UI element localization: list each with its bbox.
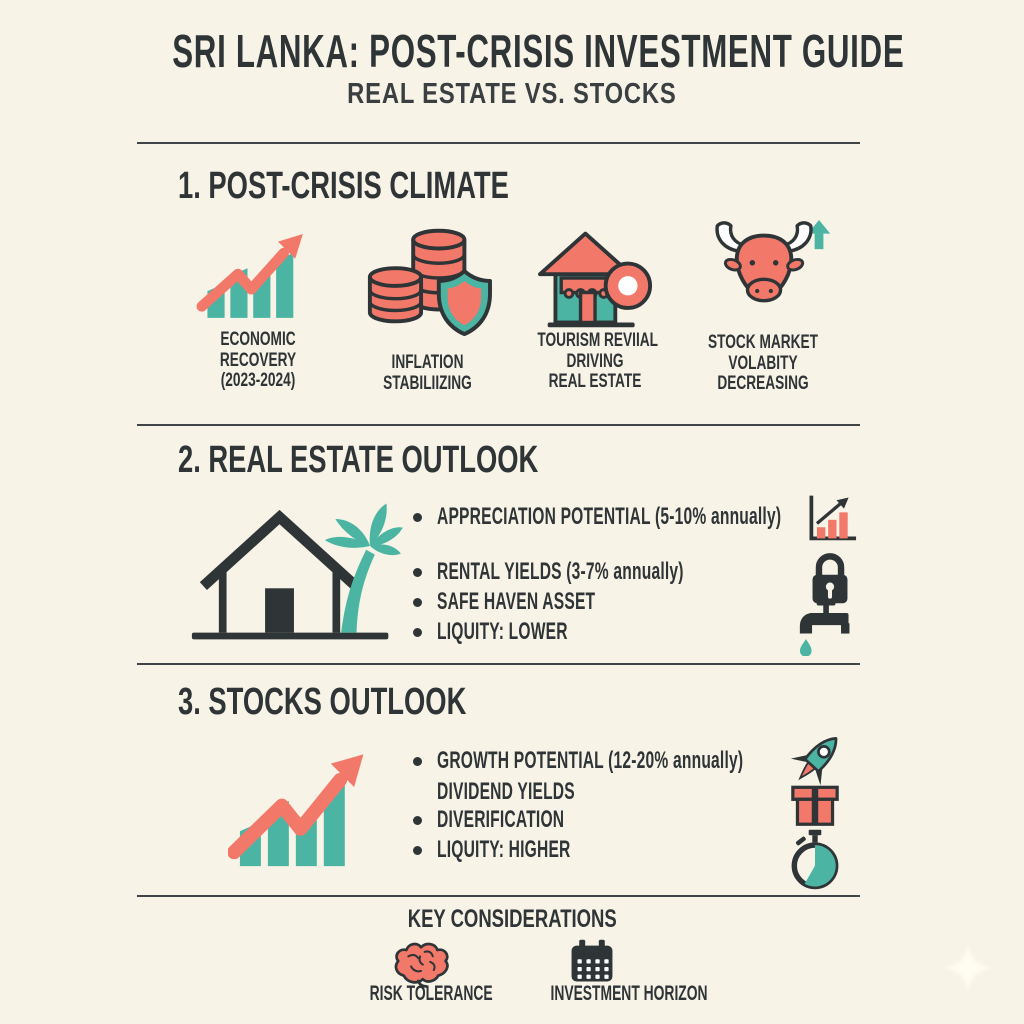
section-divider (137, 424, 860, 426)
bullet-marker (413, 627, 422, 637)
caption-line: STOCK MARKET (708, 332, 818, 353)
bull-up-arrow-icon (715, 219, 831, 303)
bullet-row: DIVERIFICATION (413, 806, 633, 833)
bullet-marker (413, 597, 422, 607)
house-key-icon (538, 231, 653, 328)
section-divider (137, 663, 860, 665)
bullet-marker (413, 756, 422, 766)
page-subtitle-text: REAL ESTATE VS. STOCKS (347, 78, 677, 110)
bullet-text: DIVERIFICATION (437, 806, 565, 833)
bullet-text: RENTAL YIELDS (3-7% annually) (437, 558, 684, 585)
sparkle-icon (942, 942, 994, 999)
bullet-text: APPRECIATION POTENTIAL (5-10% annually) (437, 503, 782, 530)
bullet-text: GROWTH POTENTIAL (12-20% annually) (437, 747, 744, 774)
climate-item-caption: ECONOMIC RECOVERY (2023-2024) (168, 329, 348, 392)
considerations-heading: KEY CONSIDERATIONS (407, 905, 617, 933)
section-divider (137, 895, 860, 897)
bullet-row: APPRECIATION POTENTIAL (5-10% annually) (413, 503, 967, 530)
climate-heading: 1. POST-CRISIS CLIMATE (178, 165, 509, 207)
caption-line: STABILIIZING (383, 372, 472, 394)
bullet-text: LIQUITY: LOWER (437, 618, 568, 645)
caption-line: DECREASING (717, 373, 809, 394)
bullet-marker (413, 512, 422, 522)
gift-box-icon (791, 785, 839, 826)
bar-chart-arrow-icon (228, 754, 364, 867)
faucet-drip-icon (799, 599, 850, 656)
bullet-row: RENTAL YIELDS (3-7% annually) (413, 558, 816, 585)
stocks-heading: 3. STOCKS OUTLOOK (178, 681, 467, 723)
house-palm-icon (191, 503, 403, 640)
caption-line: DRIVING (566, 350, 624, 372)
climate-item-caption: STOCK MARKET VOLABITY DECREASING (683, 332, 843, 395)
caption-line: RECOVERY (219, 349, 297, 371)
bullet-row: LIQUITY: LOWER (413, 618, 638, 645)
rocket-icon (790, 736, 838, 786)
caption-line: TOURISM REVIIAL (537, 330, 658, 351)
growth-chart-arrow-icon (196, 233, 303, 318)
bullet-marker (413, 567, 422, 577)
climate-item-caption: TOURISM REVIIAL DRIVING REAL ESTATE (515, 330, 675, 393)
investment-horizon-label: INVESTMENT HORIZON (550, 982, 708, 1005)
caption-line: ECONOMIC (220, 329, 296, 350)
bullet-text: DIVIDEND YIELDS (437, 778, 575, 805)
real-estate-heading: 2. REAL ESTATE OUTLOOK (178, 439, 539, 481)
bullet-text: LIQUITY: HIGHER (437, 836, 571, 863)
stopwatch-icon (791, 829, 839, 890)
bullet-marker (413, 815, 422, 825)
bullet-row: SAFE HAVEN ASSET (413, 588, 681, 615)
padlock-icon (812, 553, 848, 604)
caption-line: (2023-2024) (220, 370, 296, 391)
bullet-row: LIQUITY: HIGHER (413, 836, 642, 863)
coins-shield-icon (367, 228, 492, 337)
page-subtitle: REAL ESTATE VS. STOCKS (0, 78, 1024, 111)
brain-icon (394, 942, 449, 988)
calendar-icon (571, 939, 613, 982)
bullet-row: DIVIDEND YIELDS (413, 778, 649, 805)
bullet-text: SAFE HAVEN ASSET (437, 588, 596, 615)
climate-item-caption: INFLATION STABILIIZING (350, 352, 505, 394)
section-divider (137, 142, 860, 144)
page-title-text: SRI LANKA: POST-CRISIS INVESTMENT GUIDE (172, 25, 905, 77)
bullet-row: GROWTH POTENTIAL (12-20% annually) (413, 747, 908, 774)
caption-line: INFLATION (391, 352, 464, 373)
mini-growth-chart-icon (809, 495, 857, 541)
page-title: SRI LANKA: POST-CRISIS INVESTMENT GUIDE (0, 24, 1024, 78)
caption-line: REAL ESTATE (548, 371, 642, 392)
caption-line: VOLABITY (728, 352, 798, 374)
risk-tolerance-label: RISK TOLERANCE (369, 982, 493, 1005)
bullet-marker (413, 845, 422, 855)
